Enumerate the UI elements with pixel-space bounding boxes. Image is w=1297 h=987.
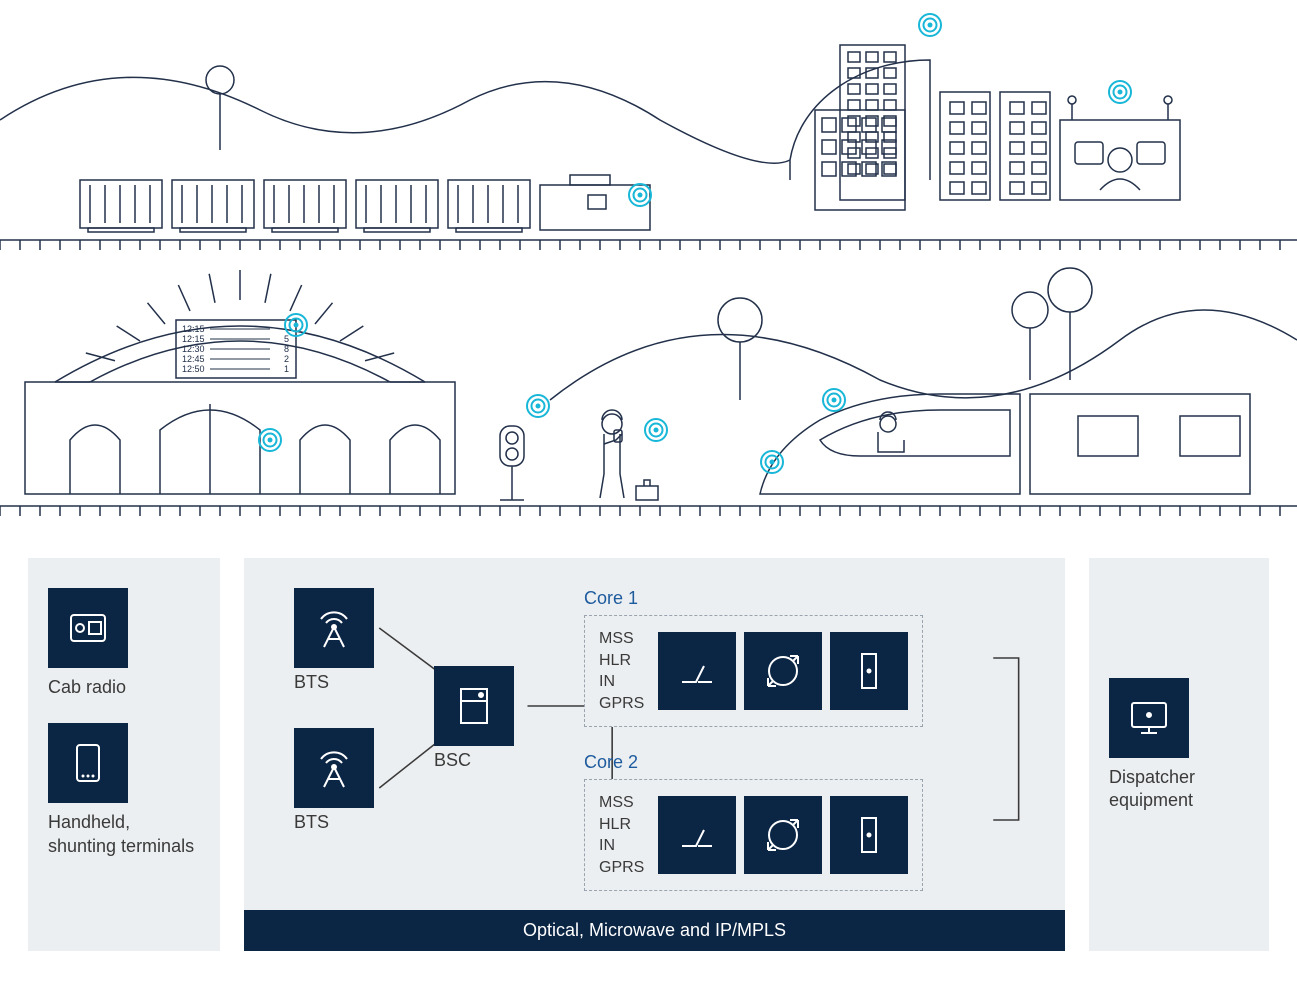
dispatcher-label: Dispatcher equipment xyxy=(1109,766,1249,813)
monitor-icon xyxy=(1109,678,1189,758)
core-line: HLR xyxy=(599,650,644,672)
svg-text:2: 2 xyxy=(284,354,289,364)
svg-text:8: 8 xyxy=(284,344,289,354)
scene-illustration: 12:1512:15 5 12:30 8 12:45 2 12:50 1 xyxy=(0,0,1297,510)
core-line: GPRS xyxy=(599,857,644,879)
core-line: MSS xyxy=(599,628,644,650)
bts-node-2: BTS xyxy=(294,728,374,833)
svg-text:12:50: 12:50 xyxy=(182,364,205,374)
core1-box: MSS HLR IN GPRS xyxy=(584,615,923,727)
bts2-label: BTS xyxy=(294,812,374,833)
core1-title: Core 1 xyxy=(584,588,923,609)
core2-node: Core 2 MSS HLR IN GPRS xyxy=(584,752,923,891)
core2-title: Core 2 xyxy=(584,752,923,773)
server-icon xyxy=(830,632,908,710)
core-line: GPRS xyxy=(599,693,644,715)
core-line: IN xyxy=(599,835,644,857)
transport-footer: Optical, Microwave and IP/MPLS xyxy=(244,910,1065,951)
server-icon xyxy=(830,796,908,874)
handheld-label: Handheld, shunting terminals xyxy=(48,811,200,858)
cab-radio-icon xyxy=(48,588,128,668)
bsc-node: BSC xyxy=(434,666,514,771)
svg-text:12:15: 12:15 xyxy=(182,324,205,334)
network-panel: BTS BTS xyxy=(244,558,1065,951)
core1-node: Core 1 MSS HLR IN GPRS xyxy=(584,588,923,727)
core2-box: MSS HLR IN GPRS xyxy=(584,779,923,891)
core1-lines: MSS HLR IN GPRS xyxy=(599,628,644,714)
loop-icon xyxy=(744,796,822,874)
svg-text:5: 5 xyxy=(284,334,289,344)
switch-icon xyxy=(658,796,736,874)
cab-radio-label: Cab radio xyxy=(48,676,200,699)
core-line: MSS xyxy=(599,792,644,814)
bts-node-1: BTS xyxy=(294,588,374,693)
handheld-icon xyxy=(48,723,128,803)
bsc-icon xyxy=(434,666,514,746)
bts1-label: BTS xyxy=(294,672,374,693)
terminals-panel: Cab radio Handheld, shunting terminals xyxy=(28,558,220,951)
bsc-label: BSC xyxy=(434,750,514,771)
dispatcher-panel: Dispatcher equipment xyxy=(1089,558,1269,951)
switch-icon xyxy=(658,632,736,710)
architecture-row: Cab radio Handheld, shunting terminals xyxy=(0,558,1297,951)
core2-lines: MSS HLR IN GPRS xyxy=(599,792,644,878)
loop-icon xyxy=(744,632,822,710)
svg-text:12:30: 12:30 xyxy=(182,344,205,354)
svg-text:12:45: 12:45 xyxy=(182,354,205,364)
core-line: IN xyxy=(599,671,644,693)
core-line: HLR xyxy=(599,814,644,836)
svg-text:12:15: 12:15 xyxy=(182,334,205,344)
svg-text:1: 1 xyxy=(284,364,289,374)
antenna-icon xyxy=(294,728,374,808)
antenna-icon xyxy=(294,588,374,668)
